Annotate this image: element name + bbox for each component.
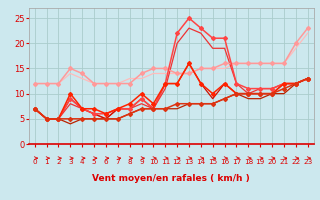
Text: Vent moyen/en rafales ( km/h ): Vent moyen/en rafales ( km/h ) <box>92 174 250 183</box>
